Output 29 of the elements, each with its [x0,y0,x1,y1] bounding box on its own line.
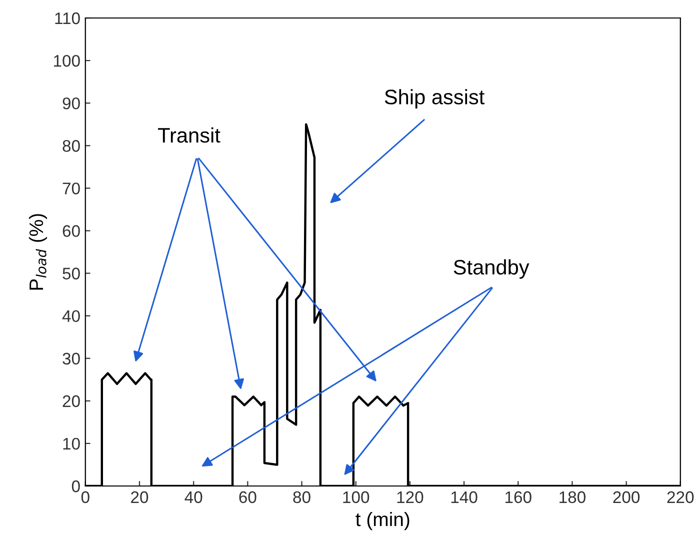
y-tick-label: 110 [55,12,80,24]
x-tick-label: 200 [613,491,640,504]
x-tick-label: 180 [560,491,586,504]
y-tick-label: 10 [63,438,80,450]
y-tick-label: 40 [62,310,80,322]
x-tick-label: 100 [343,491,370,504]
y-tick-label: 60 [62,225,80,237]
y-tick-label: 50 [62,268,80,280]
annotation: Transit [158,127,220,143]
x-tick-label: 60 [239,491,256,504]
y-tick-label: 90 [62,97,80,110]
y-tick-label: 0 [72,480,80,492]
annotation: Ship assist [384,89,485,109]
x-tick-label: 0 [81,491,90,504]
x-axis-title: t (min) [356,512,410,530]
x-tick-label: 20 [131,491,148,504]
x-tick-label: 140 [451,491,478,504]
y-axis-title: P$_{load}$ (%) [28,214,48,290]
annotation: Standby [454,259,530,279]
x-tick-label: 120 [397,491,424,504]
y-tick-label: 20 [62,395,80,408]
x-tick-label: 40 [184,491,202,504]
x-tick-label: 160 [505,491,532,504]
y-tick-label: 70 [62,182,80,194]
y-tick-label: 30 [62,352,80,365]
x-tick-label: 80 [293,491,310,504]
y-tick-label: 80 [62,140,80,152]
x-tick-label: 220 [667,491,694,504]
y-tick-label: 100 [54,54,80,67]
